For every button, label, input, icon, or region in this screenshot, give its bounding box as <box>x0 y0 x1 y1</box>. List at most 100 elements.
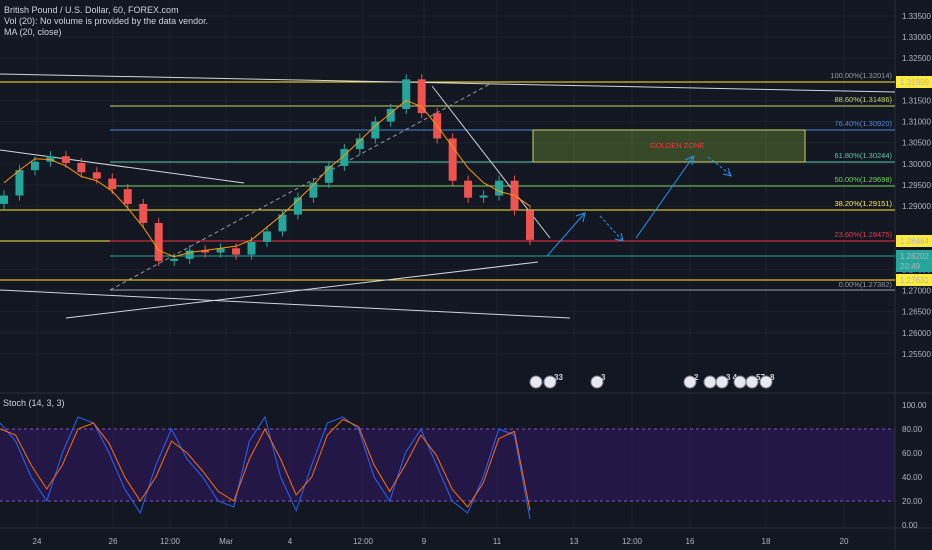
trend-lines[interactable] <box>0 73 896 319</box>
price-tick-label: 1.30500 <box>902 139 931 148</box>
fib-level-label: 0.00%(1.27382) <box>839 280 893 289</box>
stoch-tick-label: 100.00 <box>902 401 927 410</box>
candle-body <box>92 172 101 179</box>
support-trendline[interactable] <box>65 261 539 319</box>
chart-legend: British Pound / U.S. Dollar, 60, FOREX.c… <box>4 5 208 38</box>
golden-zone-box[interactable] <box>532 129 806 163</box>
candle-body <box>278 214 287 232</box>
candle-body <box>464 180 473 198</box>
fib-labels: 100.00%(1.32014) 88.60%(1.31486) 76.40%(1.… <box>830 71 892 289</box>
symbol-title[interactable]: British Pound / U.S. Dollar, 60, FOREX.c… <box>4 5 179 15</box>
price-tick-label: 1.26500 <box>902 308 931 317</box>
ma-20-line <box>3 99 531 258</box>
event-flag-icon <box>715 375 729 389</box>
time-tick-label: 24 <box>33 537 42 546</box>
candle-body <box>386 108 395 122</box>
economic-events[interactable]: 33 3 2 3 4 57 8 <box>529 373 775 389</box>
arrow-head-4 <box>722 167 732 177</box>
event-flag-icon <box>529 375 543 389</box>
stoch-overbought-band <box>0 429 895 501</box>
price-tick-label: 1.33500 <box>902 12 931 21</box>
candle-body <box>30 161 39 171</box>
time-tick-label: 4 <box>288 537 293 546</box>
candle-body <box>371 121 380 139</box>
time-tick-label: 12:00 <box>622 537 643 546</box>
fib-level-label: 100.00%(1.32014) <box>830 71 892 80</box>
time-tick-label: 16 <box>686 537 695 546</box>
candle-body <box>495 180 504 196</box>
volume-note: Vol (20): No volume is provided by the d… <box>4 16 209 26</box>
price-badge-text: 1.28484 <box>900 237 929 246</box>
time-axis[interactable]: 24 26 12:00 Mar 4 12:00 9 11 13 12:00 16 18 20 <box>33 537 849 546</box>
price-axis[interactable]: 1.33500 1.33000 1.32500 1.31500 1.31000 1.305… <box>902 12 931 359</box>
descending-trendline[interactable] <box>0 149 245 184</box>
candle-body <box>247 241 256 255</box>
candle-body <box>185 250 194 259</box>
price-tick-label: 1.29000 <box>902 202 931 211</box>
price-tick-label: 1.27000 <box>902 287 931 296</box>
candle-body <box>201 250 210 253</box>
candle-body <box>77 162 86 173</box>
stoch-axis[interactable]: 100.00 80.00 60.00 40.00 20.00 0.00 <box>902 401 927 530</box>
stoch-tick-label: 40.00 <box>902 473 923 482</box>
price-tick-label: 1.33000 <box>902 33 931 42</box>
fib-level-label: 88.60%(1.31486) <box>834 95 892 104</box>
price-tick-label: 1.31500 <box>902 96 931 105</box>
ma-label[interactable]: MA (20, close) <box>4 27 62 37</box>
candle-body <box>216 248 225 253</box>
time-tick-label: Mar <box>219 537 233 546</box>
candle-body <box>526 210 534 240</box>
arrow-up-1 <box>546 213 585 257</box>
fib-trend-line <box>109 83 491 291</box>
event-flag-icon <box>745 375 759 389</box>
stoch-tick-label: 60.00 <box>902 449 923 458</box>
event-count: 3 <box>601 373 606 382</box>
price-badge-bg <box>896 274 932 286</box>
time-tick-label: 11 <box>493 537 502 546</box>
price-candles <box>0 74 534 267</box>
event-flag-icon <box>590 375 604 389</box>
candle-body <box>309 182 318 198</box>
candle-body <box>340 149 349 166</box>
upper-channel-line[interactable] <box>0 73 896 93</box>
time-tick-label: 12:00 <box>160 537 181 546</box>
price-badge-bg <box>896 76 932 88</box>
price-badge-text: 1.28202 <box>900 252 929 261</box>
projection-arrows[interactable] <box>546 155 732 257</box>
time-tick-label: 12:00 <box>353 537 374 546</box>
price-badge-text: 1.27631 <box>900 276 929 285</box>
lower-channel-line[interactable] <box>0 289 571 319</box>
fib-level-label: 50.00%(1.29698) <box>834 175 892 184</box>
candle-body <box>139 203 148 223</box>
price-badge-bg <box>896 235 932 247</box>
fibonacci-retracement[interactable] <box>0 81 895 291</box>
fib-level-label: 38.20%(1.29151) <box>834 199 892 208</box>
candle-body <box>15 170 24 196</box>
price-badge-bg <box>896 250 932 262</box>
event-count: 33 <box>554 373 563 382</box>
event-count: 8 <box>770 373 775 382</box>
event-count: 57 <box>756 373 765 382</box>
time-tick-label: 13 <box>570 537 579 546</box>
candle-body <box>324 165 333 183</box>
event-count: 3 4 <box>726 373 738 382</box>
price-tick-label: 1.25500 <box>902 350 931 359</box>
candle-body <box>108 178 117 190</box>
event-flag-icon <box>703 375 717 389</box>
candle-body <box>46 156 55 162</box>
stoch-label[interactable]: Stoch (14, 3, 3) <box>3 398 65 408</box>
candle-body <box>263 231 271 242</box>
price-badge-text: 20:49 <box>900 262 921 271</box>
candle-body <box>417 79 426 114</box>
event-flag-icon <box>683 375 697 389</box>
time-tick-label: 18 <box>762 537 771 546</box>
event-flag-icon <box>733 375 747 389</box>
arrow-down-1 <box>599 215 623 241</box>
arrow-up-2 <box>635 156 694 239</box>
time-tick-label: 9 <box>422 537 427 546</box>
event-flag-icon <box>759 375 773 389</box>
time-tick-label: 20 <box>840 537 849 546</box>
time-tick-label: 26 <box>109 537 118 546</box>
